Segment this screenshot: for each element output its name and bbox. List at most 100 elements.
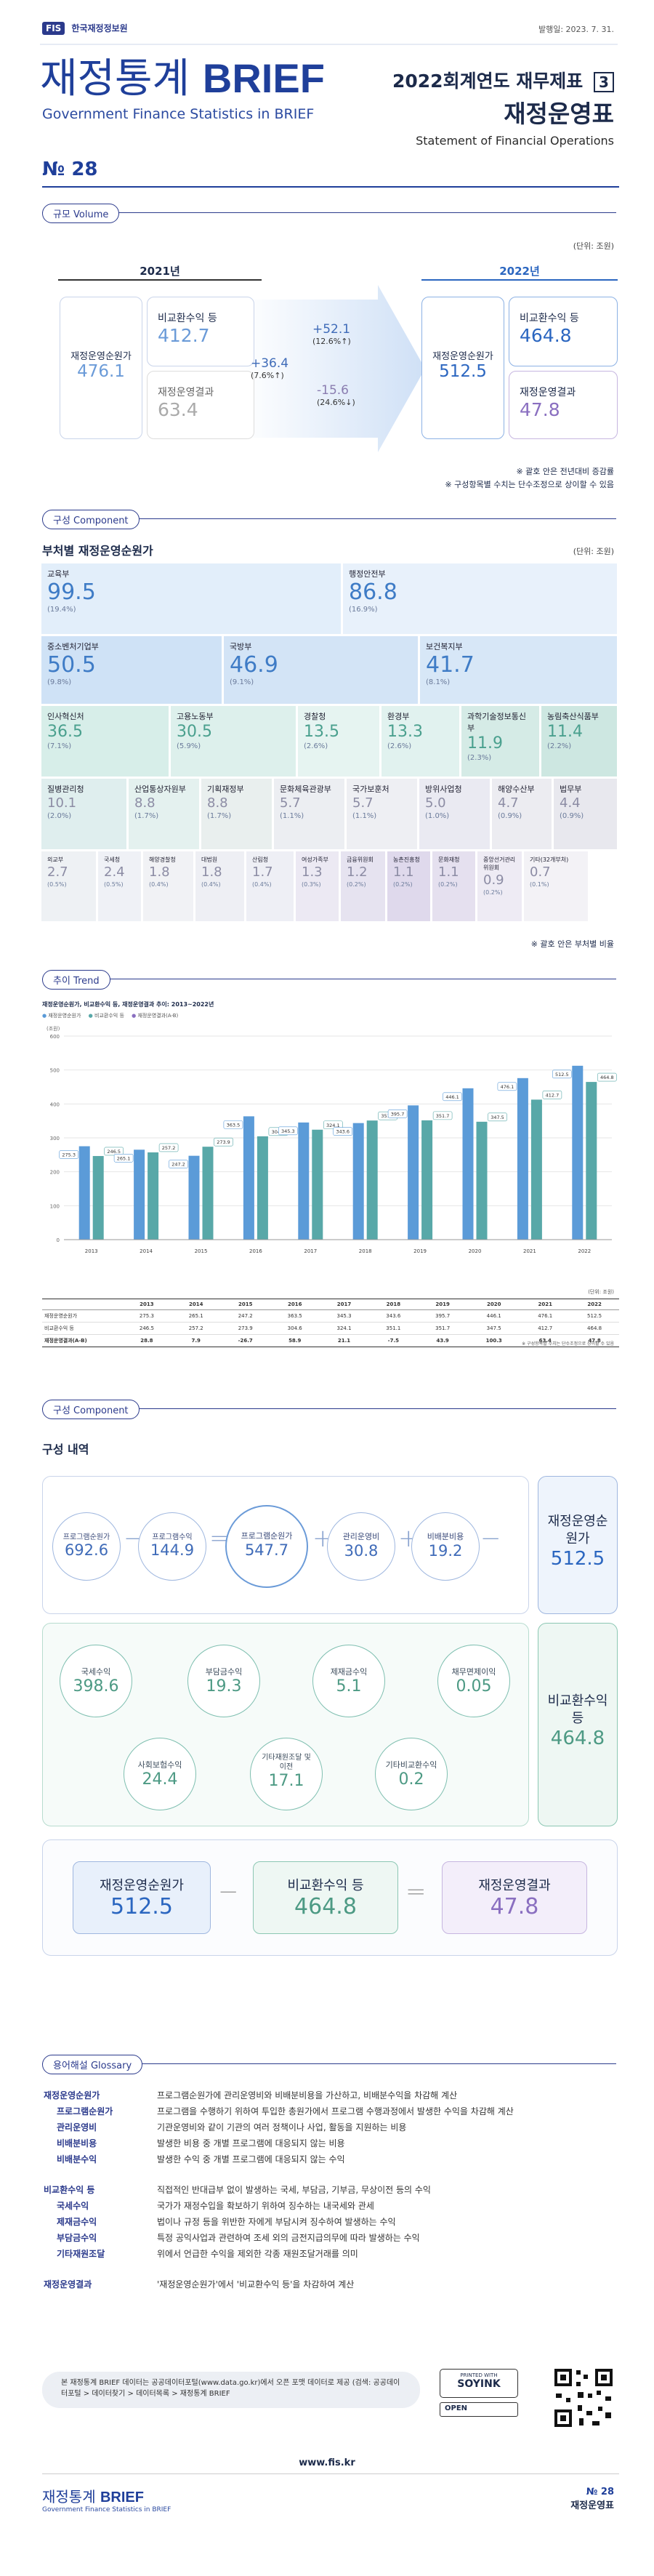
nonexch-bar	[148, 1152, 159, 1240]
data-label-box	[158, 1143, 179, 1152]
ministry-cell: 경찰청 13.5 (2.6%)	[298, 706, 379, 777]
component-heading: 부처별 재정운영순원가	[42, 544, 153, 558]
logo: FIS 한국재정정보원	[42, 20, 128, 35]
issue-title-en: Statement of Financial Operations	[416, 134, 614, 148]
ministry-cell: 외교부 2.7 (0.5%)	[41, 851, 96, 921]
data-label: 446.1	[445, 1094, 459, 1100]
composition-heading: 구성 내역	[42, 1443, 89, 1456]
data-label-box	[113, 1153, 134, 1163]
glossary-desc: 발생한 수익 중 개별 프로그램에 대응되지 않는 수익	[157, 2154, 345, 2164]
qr-code-icon[interactable]	[552, 2367, 615, 2429]
data-label: 347.5	[490, 1115, 504, 1120]
net-cost-bar	[298, 1122, 310, 1240]
nonexch-bar	[257, 1136, 268, 1240]
page-title: 재정통계 BRIEF	[40, 55, 325, 103]
ministry-cell: 법무부 4.4 (0.9%)	[554, 779, 617, 849]
glossary-row: 기타재원조달 위에서 언급한 수익을 제외한 각종 재원조달거래를 의미	[44, 2247, 358, 2261]
data-label: 275.3	[62, 1152, 76, 1158]
table-footnote: ※ 구성항목별 수치는 단수조정으로 상이할 수 있음	[522, 1341, 614, 1347]
glossary-row: 재정운영순원가 프로그램순원가에 관리운영비와 비배분비용을 가산하고, 비배분수…	[44, 2088, 457, 2103]
y-tick-label: 600	[50, 1034, 60, 1040]
ministry-cell: 농촌진흥청 1.1 (0.2%)	[387, 851, 430, 921]
social-insurance-circle: 사회보험수익 24.4	[124, 1738, 196, 1810]
debt-forgiveness-circle: 채무면제이익 0.05	[437, 1645, 510, 1717]
x-tick-label: 2022	[578, 1248, 591, 1254]
ministry-cell: 중소벤처기업부 50.5 (9.8%)	[41, 636, 222, 704]
data-label: 395.7	[391, 1111, 405, 1117]
table-header: 2021	[538, 1301, 552, 1307]
glossary-term: 비교환수익 등	[44, 2185, 95, 2195]
glossary-desc: 직접적인 반대급부 없이 발생하는 국세, 부담금, 기부금, 무상이전 등의 …	[157, 2185, 431, 2195]
y-tick-label: 300	[50, 1136, 60, 1141]
glossary-desc: 프로그램을 수행하기 위하여 투입한 총원가에서 프로그램 수행과정에서 발생한…	[157, 2106, 514, 2116]
data-label: 351.7	[436, 1113, 450, 1119]
change-net: +36.4 (7.6%↑)	[251, 356, 289, 380]
footer-issue: № 28 재정운영표	[570, 2487, 614, 2511]
final-result: 재정운영결과 47.8	[442, 1861, 587, 1934]
glossary-row: 프로그램순원가 프로그램을 수행하기 위하여 투입한 총원가에서 프로그램 수행과…	[44, 2104, 514, 2119]
chart-title: 재정운영순원가, 비교환수익 등, 재정운영결과 추이: 2013~2022년	[42, 1001, 214, 1008]
footer-brand: 재정통계 BRIEF Government Finance Statistics…	[42, 2488, 171, 2513]
logo-text: 한국재정정보원	[71, 23, 128, 33]
data-label: 273.9	[217, 1139, 230, 1145]
ministry-cell: 해양경찰청 1.8 (0.4%)	[143, 851, 193, 921]
data-label: 464.8	[600, 1075, 614, 1080]
nonexch-bar	[366, 1120, 378, 1240]
nonexch-bar	[92, 1155, 104, 1240]
data-label-box	[169, 1160, 188, 1168]
glossary-desc: 법이나 규정 등을 위반한 자에게 부담시켜 징수하여 발생하는 수익	[157, 2217, 396, 2227]
glossary-desc: 국가가 재정수입을 확보하기 위하여 징수하는 내국세와 관세	[157, 2201, 374, 2211]
chart-legend: ● 재정운영순원가 ● 비교환수익 등 ● 재정운영결과(A-B)	[42, 1013, 179, 1019]
data-label-box	[333, 1127, 353, 1136]
y1-result-card: 재정운영결과 63.4	[147, 371, 254, 439]
ministry-cell: 국세청 2.4 (0.5%)	[98, 851, 141, 921]
y2-nonexch-card: 비교환수익 등 464.8	[509, 297, 618, 366]
x-tick-label: 2017	[304, 1248, 317, 1254]
net-cost-bar	[78, 1146, 90, 1240]
ministry-cell: 문화체육관광부 5.7 (1.1%)	[274, 779, 344, 849]
issue-line: 2022회계연도 재무제표	[392, 71, 584, 92]
year-2021: 2021년	[140, 265, 180, 278]
x-tick-label: 2021	[523, 1248, 536, 1254]
net-cost-bar	[572, 1065, 584, 1240]
data-label: 246.5	[107, 1149, 121, 1155]
y2-result-card: 재정운영결과 47.8	[509, 371, 618, 439]
table-header: 2014	[188, 1301, 203, 1307]
y-tick-label: 500	[50, 1068, 60, 1074]
glossary-row: 비배분수익 발생한 수익 중 개별 프로그램에 대응되지 않는 수익	[44, 2152, 345, 2167]
data-label-box	[488, 1112, 507, 1122]
penalty-circle: 제재금수익 5.1	[312, 1645, 385, 1717]
x-tick-label: 2019	[413, 1248, 427, 1254]
y-tick-label: 400	[50, 1102, 60, 1107]
soyink-badge: PRINTED WITH SOYINK	[440, 2369, 518, 2398]
ministry-cell: 중앙선거관리위원회 0.9 (0.2%)	[477, 851, 522, 921]
table-unit: (단위: 조원)	[588, 1289, 614, 1295]
data-label: 324.1	[326, 1123, 340, 1128]
component-note: ※ 괄호 안은 부처별 비율	[530, 939, 614, 949]
glossary-desc: 위에서 언급한 수익을 제외한 각종 재원조달거래를 의미	[157, 2249, 358, 2259]
ministry-cell: 과학기술정보통신부 11.9 (2.3%)	[461, 706, 539, 777]
glossary-term: 재정운영순원가	[44, 2090, 100, 2100]
net-cost-bar	[352, 1123, 364, 1240]
other-transfer-circle: 기타재원조달 및이전 17.1	[250, 1738, 323, 1810]
data-notice: 본 재정통계 BRIEF 데이터는 공공데이터포털(www.data.go.kr…	[42, 2372, 420, 2408]
table-header: 2015	[238, 1301, 253, 1307]
component-unit: (단위: 조원)	[573, 547, 614, 556]
data-label: 257.2	[162, 1145, 176, 1151]
site-url[interactable]: www.fis.kr	[299, 2457, 355, 2468]
data-label: 512.5	[555, 1072, 569, 1078]
net-cost-bar	[462, 1088, 474, 1240]
glossary-term: 비배분비용	[57, 2138, 97, 2148]
volume-notes: ※ 괄호 안은 전년대비 증감률 ※ 구성항목별 수치는 단수조정으로 상이할 …	[445, 467, 614, 489]
open-license-badge: OPEN	[440, 2402, 518, 2417]
change-nonexch: +52.1 (12.6%↑)	[312, 322, 351, 346]
composition-tag: 구성 Component	[42, 1400, 140, 1419]
ministry-cell: 환경부 13.3 (2.6%)	[382, 706, 459, 777]
data-label-box	[432, 1111, 453, 1120]
change-result: -15.6 (24.6%↓)	[317, 383, 355, 407]
data-label-box	[552, 1070, 572, 1079]
glossary-term: 기타재원조달	[57, 2249, 105, 2259]
x-tick-label: 2020	[469, 1248, 482, 1254]
nonexch-bar	[530, 1099, 542, 1240]
